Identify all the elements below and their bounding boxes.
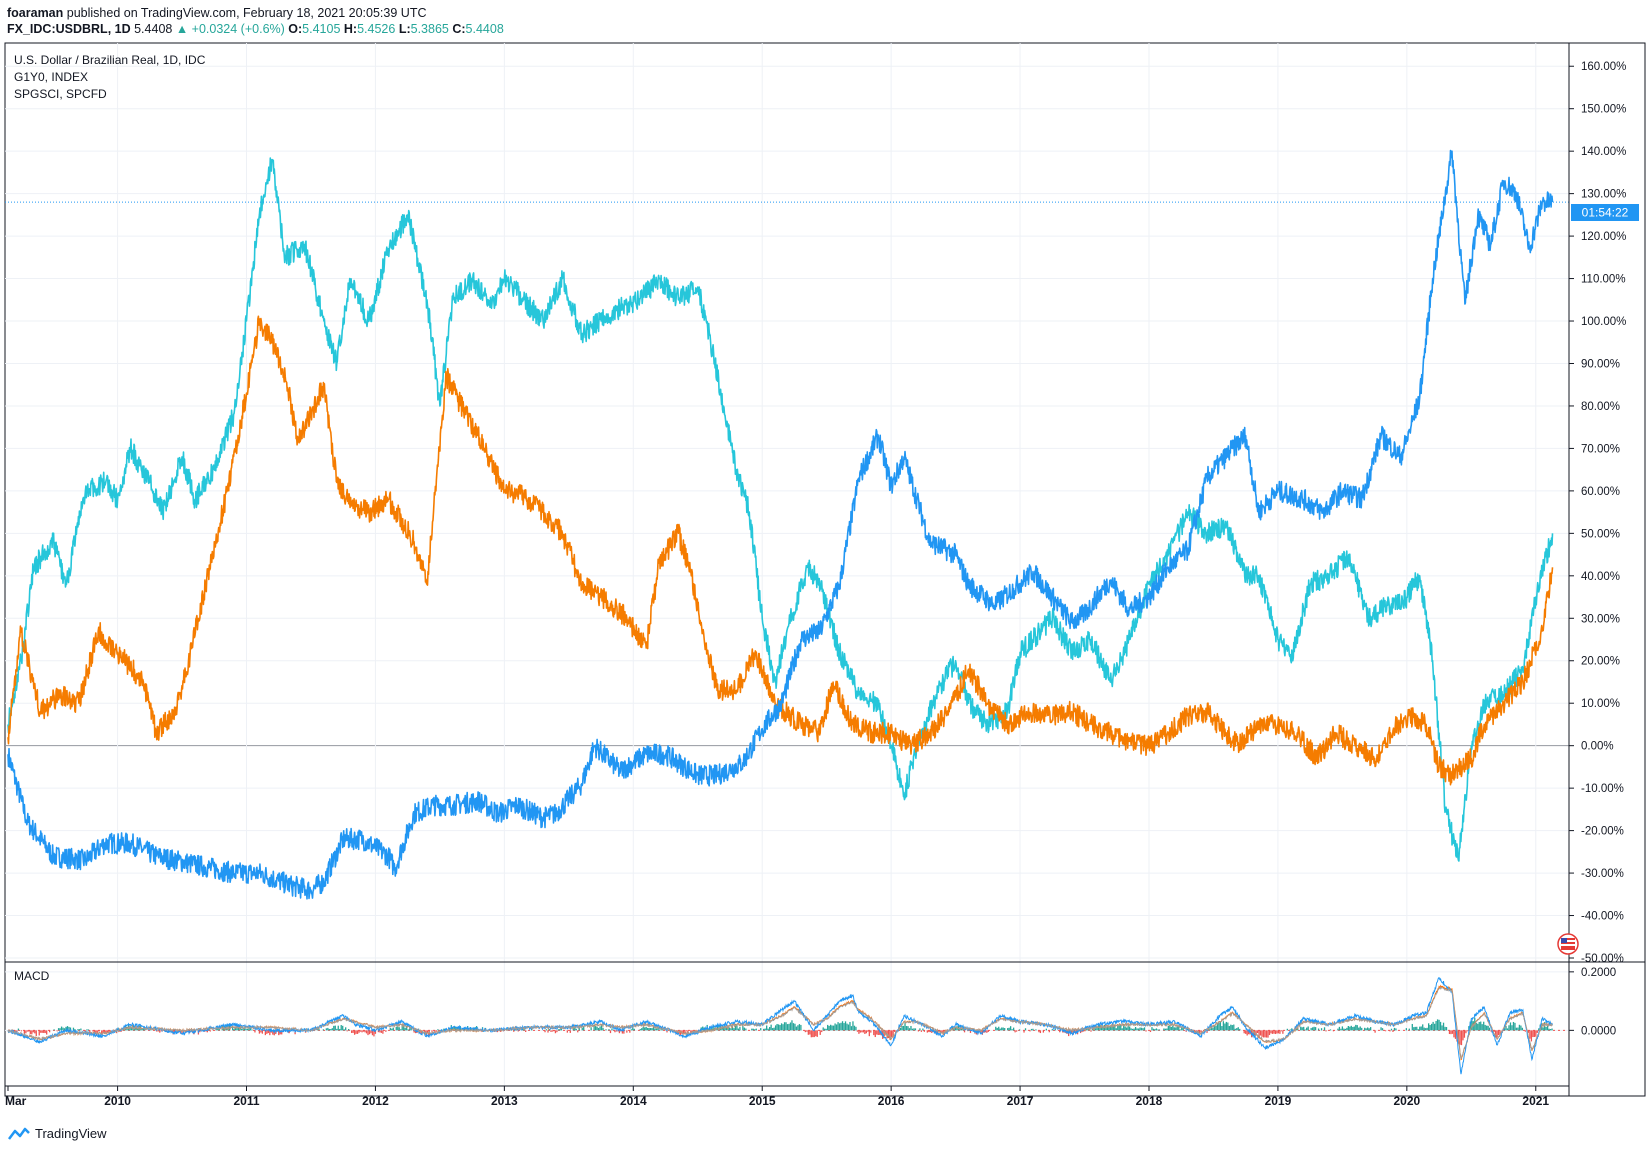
low-value: 5.3865 — [410, 22, 449, 36]
macd-line — [7, 977, 1553, 1075]
last-price: 5.4408 — [134, 22, 173, 36]
y-tick-label: 70.00% — [1581, 443, 1620, 455]
x-tick-label: Mar — [5, 1094, 27, 1108]
macd-label[interactable]: MACD — [14, 969, 50, 983]
y-tick-label: 110.00% — [1581, 274, 1626, 286]
y-tick-label: -50.00% — [1581, 953, 1624, 965]
legend-comp-spgsci[interactable]: SPGSCI, SPCFD — [14, 87, 107, 101]
y-tick-label: 10.00% — [1581, 698, 1620, 710]
y-tick-label: -20.00% — [1581, 826, 1624, 838]
chart-frame — [4, 42, 1646, 1097]
x-tick-label: 2019 — [1265, 1094, 1292, 1108]
y-tick-label: 130.00% — [1581, 189, 1626, 201]
y-tick-label: 90.00% — [1581, 358, 1620, 370]
x-tick-label: 2017 — [1007, 1094, 1034, 1108]
g1y0-line — [7, 315, 1554, 786]
ohlc-line: FX_IDC:USDBRL, 1D 5.4408 ▲ +0.0324 (+0.6… — [7, 22, 504, 36]
series-layer — [5, 149, 1569, 900]
price-tag-box — [1571, 204, 1639, 221]
x-tick-label: 2020 — [1393, 1094, 1420, 1108]
y-tick-label: 40.00% — [1581, 571, 1620, 583]
x-tick-label: 2015 — [749, 1094, 776, 1108]
low-label: L: — [398, 22, 411, 36]
open-label: O: — [288, 22, 303, 36]
grid — [5, 43, 1569, 1086]
tradingview-brand: TradingView — [35, 1126, 107, 1141]
y-tick-label: -40.00% — [1581, 911, 1624, 923]
y-tick-label: -30.00% — [1581, 868, 1624, 880]
x-tick-label: 2018 — [1136, 1094, 1163, 1108]
price-tag: 01:54:22 — [1571, 204, 1639, 221]
macd-tick-label: 0.0000 — [1581, 1025, 1616, 1037]
x-tick-label: 2011 — [233, 1094, 259, 1108]
time-axis[interactable]: Mar 2010 2011 2012 2013 2014 2015 2016 2017 2018 2… — [5, 1086, 1549, 1108]
macd-pane[interactable]: 0.2000 0.0000 — [5, 967, 1616, 1075]
y-tick-label: 120.00% — [1581, 231, 1626, 243]
y-tick-label: 160.00% — [1581, 61, 1626, 73]
x-tick-label: 2010 — [104, 1094, 131, 1108]
publisher-line: foaraman published on TradingView.com, F… — [7, 6, 426, 20]
y-tick-label: 100.00% — [1581, 316, 1626, 328]
y-tick-label: 140.00% — [1581, 146, 1626, 158]
y-tick-label: -10.00% — [1581, 783, 1624, 795]
close-label: C: — [452, 22, 466, 36]
x-tick-label: 2012 — [362, 1094, 389, 1108]
tradingview-logo-icon — [8, 1127, 30, 1140]
macd-tick-label: 0.2000 — [1581, 967, 1616, 979]
y-tick-label: 30.00% — [1581, 613, 1620, 625]
high-value: 5.4526 — [357, 22, 396, 36]
y-tick-label: 150.00% — [1581, 104, 1626, 116]
footer[interactable]: TradingView — [8, 1126, 107, 1141]
author-name[interactable]: foaraman — [7, 6, 64, 20]
x-tick-label: 2013 — [491, 1094, 518, 1108]
y-tick-label: 80.00% — [1581, 401, 1620, 413]
price-tag-text: 01:54:22 — [1582, 206, 1629, 220]
legend-comp-g1y0[interactable]: G1Y0, INDEX — [14, 70, 88, 84]
macd-gray-line — [7, 986, 1553, 1060]
close-value: 5.4408 — [465, 22, 504, 36]
high-label: H: — [343, 22, 358, 36]
y-tick-label: 0.00% — [1581, 741, 1614, 753]
usdbrl-line — [7, 149, 1554, 900]
y-tick-label: 20.00% — [1581, 656, 1620, 668]
price-change: ▲ +0.0324 (+0.6%) — [175, 22, 285, 36]
y-tick-label: 60.00% — [1581, 486, 1620, 498]
published-text: published on TradingView.com, February 1… — [66, 6, 427, 20]
flag-icon[interactable] — [1557, 933, 1579, 955]
spgsci-line — [7, 157, 1554, 862]
symbol-label: FX_IDC:USDBRL, 1D — [7, 22, 131, 36]
open-value: 5.4105 — [302, 22, 341, 36]
x-tick-label: 2016 — [878, 1094, 905, 1108]
legend-main[interactable]: U.S. Dollar / Brazilian Real, 1D, IDC — [14, 53, 206, 67]
price-axis[interactable]: 160.00% 150.00% 140.00% 130.00% 120.00% 110.0… — [1569, 61, 1626, 965]
x-tick-label: 2021 — [1522, 1094, 1549, 1108]
x-tick-label: 2014 — [620, 1094, 647, 1108]
y-tick-label: 50.00% — [1581, 528, 1620, 540]
